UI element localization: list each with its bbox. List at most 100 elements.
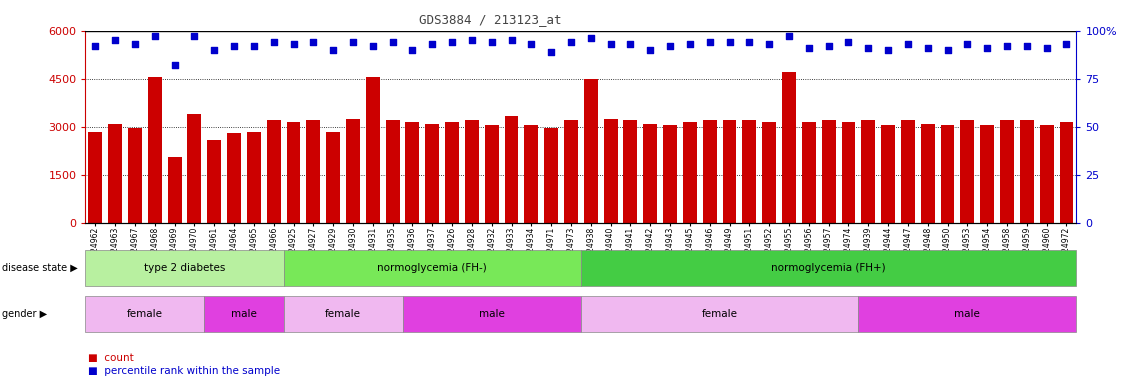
Text: GDS3884 / 213123_at: GDS3884 / 213123_at xyxy=(418,13,562,26)
Text: disease state ▶: disease state ▶ xyxy=(2,263,79,273)
Bar xyxy=(882,125,895,223)
Bar xyxy=(405,122,419,223)
Point xyxy=(87,43,105,49)
Bar xyxy=(623,120,638,223)
Point xyxy=(165,62,183,68)
Bar xyxy=(1040,125,1054,223)
Point xyxy=(720,39,738,45)
Bar xyxy=(663,125,677,223)
Bar xyxy=(722,120,737,223)
Bar xyxy=(326,131,341,223)
Point xyxy=(661,43,679,49)
Bar xyxy=(584,79,598,223)
Point xyxy=(562,39,580,45)
Point xyxy=(542,49,560,55)
Bar xyxy=(941,125,954,223)
Bar xyxy=(346,119,360,223)
Point xyxy=(384,39,402,45)
Text: gender ▶: gender ▶ xyxy=(2,309,48,319)
Text: male: male xyxy=(478,309,505,319)
Point xyxy=(483,39,501,45)
Bar xyxy=(782,72,796,223)
Point xyxy=(740,39,759,45)
Point xyxy=(780,33,798,40)
Point xyxy=(1018,43,1036,49)
Bar xyxy=(703,120,716,223)
Point xyxy=(403,47,421,53)
Point xyxy=(879,47,898,53)
Point xyxy=(622,41,640,47)
Bar xyxy=(821,120,836,223)
Point xyxy=(1038,45,1056,51)
Bar xyxy=(227,133,241,223)
Bar xyxy=(743,120,756,223)
Point xyxy=(641,47,659,53)
Bar xyxy=(386,120,400,223)
Point xyxy=(998,43,1016,49)
Point xyxy=(186,33,204,40)
Point xyxy=(443,39,461,45)
Text: ■  count: ■ count xyxy=(88,353,133,363)
Bar xyxy=(128,128,142,223)
Point xyxy=(839,39,858,45)
Bar xyxy=(604,119,617,223)
Bar xyxy=(981,125,994,223)
Bar xyxy=(920,124,935,223)
Point xyxy=(323,47,342,53)
Point xyxy=(462,37,481,43)
Point xyxy=(681,41,699,47)
Bar xyxy=(425,124,440,223)
Bar xyxy=(644,124,657,223)
Bar xyxy=(683,122,697,223)
Bar xyxy=(762,122,776,223)
Point xyxy=(264,39,282,45)
Point xyxy=(700,39,719,45)
Bar xyxy=(148,77,162,223)
Point xyxy=(899,41,917,47)
Bar xyxy=(960,120,974,223)
Bar xyxy=(366,77,379,223)
Text: female: female xyxy=(126,309,163,319)
Bar xyxy=(842,122,855,223)
Point xyxy=(226,43,244,49)
Bar xyxy=(1059,122,1073,223)
Bar xyxy=(108,124,122,223)
Bar xyxy=(505,116,518,223)
Bar xyxy=(524,125,539,223)
Text: normoglycemia (FH+): normoglycemia (FH+) xyxy=(771,263,886,273)
Text: ■  percentile rank within the sample: ■ percentile rank within the sample xyxy=(88,366,280,376)
Point xyxy=(285,41,303,47)
Text: male: male xyxy=(954,309,981,319)
Point xyxy=(760,41,778,47)
Text: normoglycemia (FH-): normoglycemia (FH-) xyxy=(377,263,487,273)
Bar xyxy=(167,157,181,223)
Bar xyxy=(247,131,261,223)
Bar xyxy=(861,120,875,223)
Point xyxy=(859,45,877,51)
Point xyxy=(502,37,521,43)
Point xyxy=(958,41,976,47)
Point xyxy=(424,41,442,47)
Bar xyxy=(89,131,103,223)
Point xyxy=(344,39,362,45)
Point xyxy=(363,43,382,49)
Bar xyxy=(465,120,478,223)
Bar xyxy=(564,120,577,223)
Bar xyxy=(188,114,202,223)
Point xyxy=(304,39,322,45)
Point xyxy=(582,35,600,41)
Point xyxy=(245,43,263,49)
Point xyxy=(523,41,541,47)
Point xyxy=(146,33,164,40)
Text: female: female xyxy=(325,309,361,319)
Bar xyxy=(544,128,558,223)
Point xyxy=(800,45,818,51)
Text: female: female xyxy=(702,309,738,319)
Text: type 2 diabetes: type 2 diabetes xyxy=(144,263,226,273)
Bar xyxy=(802,122,816,223)
Point xyxy=(939,47,957,53)
Point xyxy=(1057,41,1075,47)
Bar xyxy=(287,122,301,223)
Point xyxy=(205,47,223,53)
Bar xyxy=(306,120,320,223)
